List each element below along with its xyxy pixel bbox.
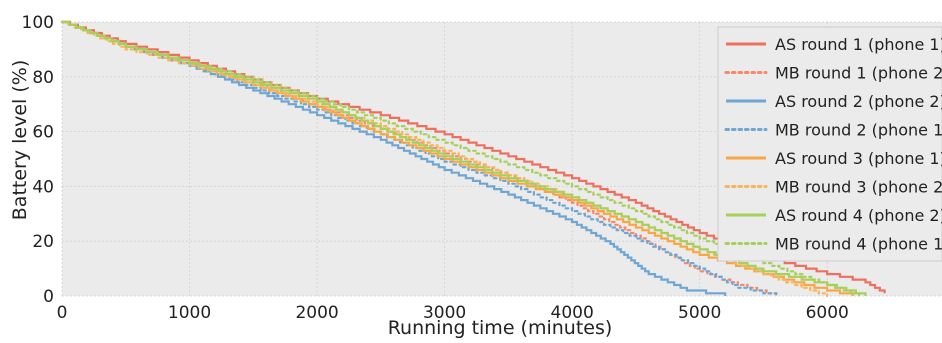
- y-tick-labels: 0 20 40 60 80 100: [22, 13, 54, 307]
- series-line-7: [62, 20, 867, 296]
- x-tick-label: 5000: [678, 303, 721, 323]
- x-tick-label: 1000: [168, 303, 211, 323]
- legend-box: [717, 26, 942, 262]
- legend-label: MB round 3 (phone 2): [775, 178, 942, 197]
- y-tick-label: 40: [32, 177, 54, 197]
- legend-label: MB round 4 (phone 1): [775, 235, 942, 254]
- y-tick-label: 100: [22, 13, 54, 33]
- y-tick-label: 60: [32, 123, 54, 143]
- legend-label: MB round 1 (phone 2): [775, 64, 942, 83]
- legend-label: AS round 1 (phone 1): [775, 35, 942, 54]
- x-axis-label: Running time (minutes): [388, 317, 613, 339]
- x-tick-labels: 0 1000 2000 3000 4000 5000 6000: [57, 303, 849, 323]
- y-tick-label: 0: [43, 287, 54, 307]
- series-line-8: [60, 20, 861, 298]
- x-tick-label: 6000: [806, 303, 849, 323]
- x-tick-label: 3000: [423, 303, 466, 323]
- y-axis-label: Battery level (%): [9, 60, 31, 220]
- legend-label: MB round 2 (phone 1): [775, 121, 942, 140]
- legend: AS round 1 (phone 1) MB round 1 (phone 2)…: [717, 26, 942, 262]
- x-tick-label: 0: [57, 303, 68, 323]
- x-tick-label: 2000: [295, 303, 338, 323]
- y-tick-label: 20: [32, 232, 54, 252]
- legend-label: AS round 4 (phone 2): [775, 206, 942, 225]
- x-tick-label: 4000: [551, 303, 594, 323]
- y-tick-label: 80: [32, 68, 54, 88]
- legend-label: AS round 2 (phone 2): [775, 92, 942, 111]
- legend-label: AS round 3 (phone 1): [775, 149, 942, 168]
